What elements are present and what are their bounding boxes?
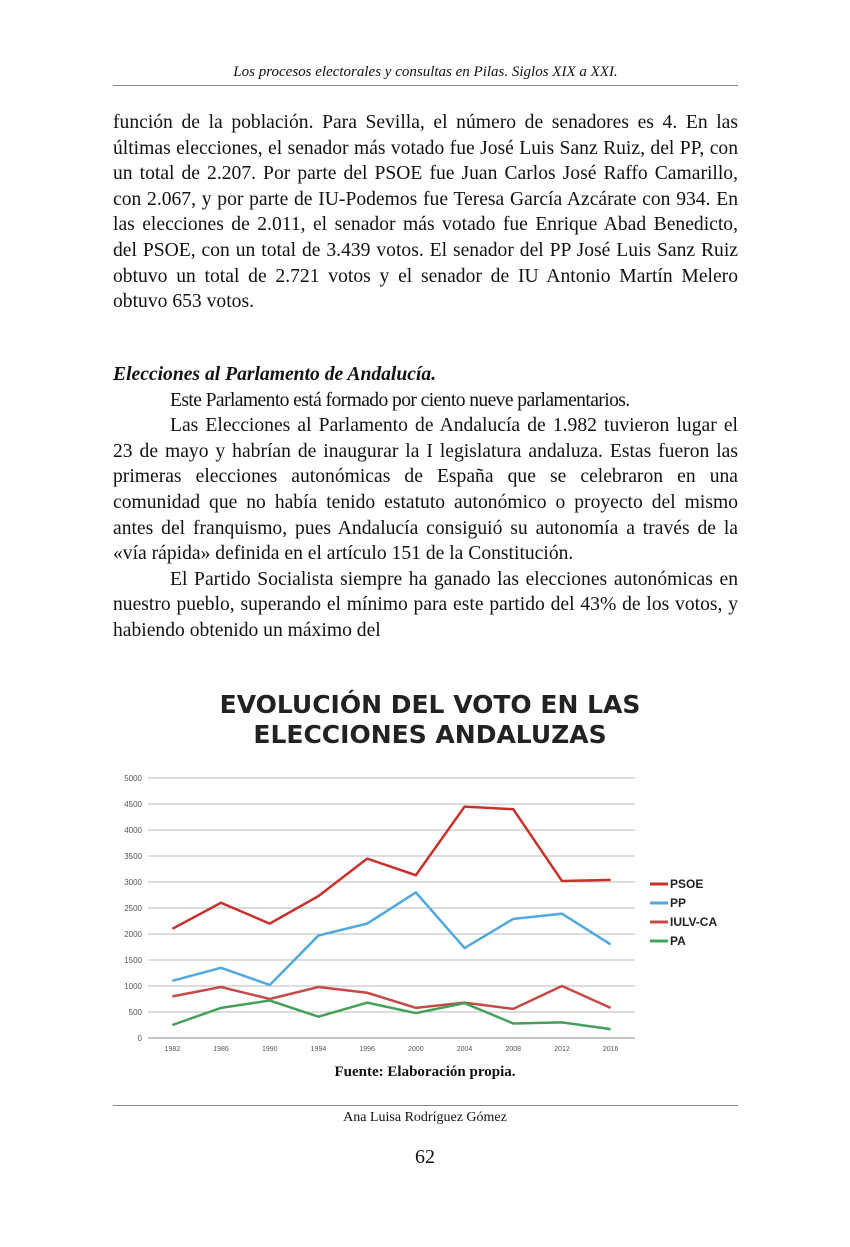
section-heading: Elecciones al Parlamento de Andalucía. <box>113 364 437 385</box>
legend-label: PSOE <box>670 877 703 891</box>
x-tick-label: 1994 <box>311 1046 327 1053</box>
chart-title: EVOLUCIÓN DEL VOTO EN LAS ELECCIONES AND… <box>219 690 641 749</box>
x-tick-label: 2012 <box>554 1046 570 1053</box>
y-tick-label: 1000 <box>124 982 142 991</box>
x-tick-label: 2000 <box>408 1046 424 1053</box>
x-tick-label: 1982 <box>165 1046 181 1053</box>
paragraph: Este Parlamento está formado por ciento … <box>170 389 630 411</box>
page-number: 62 <box>415 1146 435 1168</box>
legend-label: IULV-CA <box>670 915 717 929</box>
section: Elecciones al Parlamento de Andalucía. E… <box>113 362 738 644</box>
x-tick-label: 1996 <box>359 1046 375 1053</box>
y-tick-label: 3500 <box>124 852 142 861</box>
paragraph: El Partido Socialista siempre ha ganado … <box>113 568 738 641</box>
footer-author: Ana Luisa Rodríguez Gómez <box>343 1110 507 1125</box>
chart: 0 500 1000 1500 2000 2500 3000 3500 4000 4500 5000… <box>124 774 717 1053</box>
y-tick-label: 3000 <box>124 878 142 887</box>
series-line <box>171 999 611 1031</box>
y-tick-label: 5000 <box>124 774 142 783</box>
y-tick-label: 2000 <box>124 930 142 939</box>
y-tick-label: 0 <box>138 1034 143 1043</box>
x-tick-label: 2016 <box>603 1046 619 1053</box>
body-text: función de la población. Para Sevilla, e… <box>113 110 738 315</box>
y-tick-label: 500 <box>129 1008 143 1017</box>
legend-label: PP <box>670 896 686 910</box>
y-tick-label: 2500 <box>124 904 142 913</box>
series-line <box>171 805 611 930</box>
paragraph: función de la población. Para Sevilla, e… <box>113 112 738 313</box>
caption: Fuente: Elaboración propia. <box>334 1064 516 1080</box>
header-rule <box>113 85 738 86</box>
paragraph: Las Elecciones al Parlamento de Andalucí… <box>113 415 738 565</box>
x-tick-label: 1990 <box>262 1046 278 1053</box>
x-tick-label: 2004 <box>457 1046 473 1053</box>
y-tick-label: 4000 <box>124 826 142 835</box>
footer-rule <box>113 1105 738 1106</box>
series-line <box>172 890 612 987</box>
x-tick-label: 1986 <box>213 1046 229 1053</box>
y-tick-label: 4500 <box>124 800 142 809</box>
y-tick-label: 1500 <box>124 956 142 965</box>
x-tick-label: 2008 <box>505 1046 521 1053</box>
series-line <box>172 984 612 1011</box>
running-header: Los procesos electorales y consultas en … <box>233 64 618 80</box>
legend-label: PA <box>670 934 686 948</box>
